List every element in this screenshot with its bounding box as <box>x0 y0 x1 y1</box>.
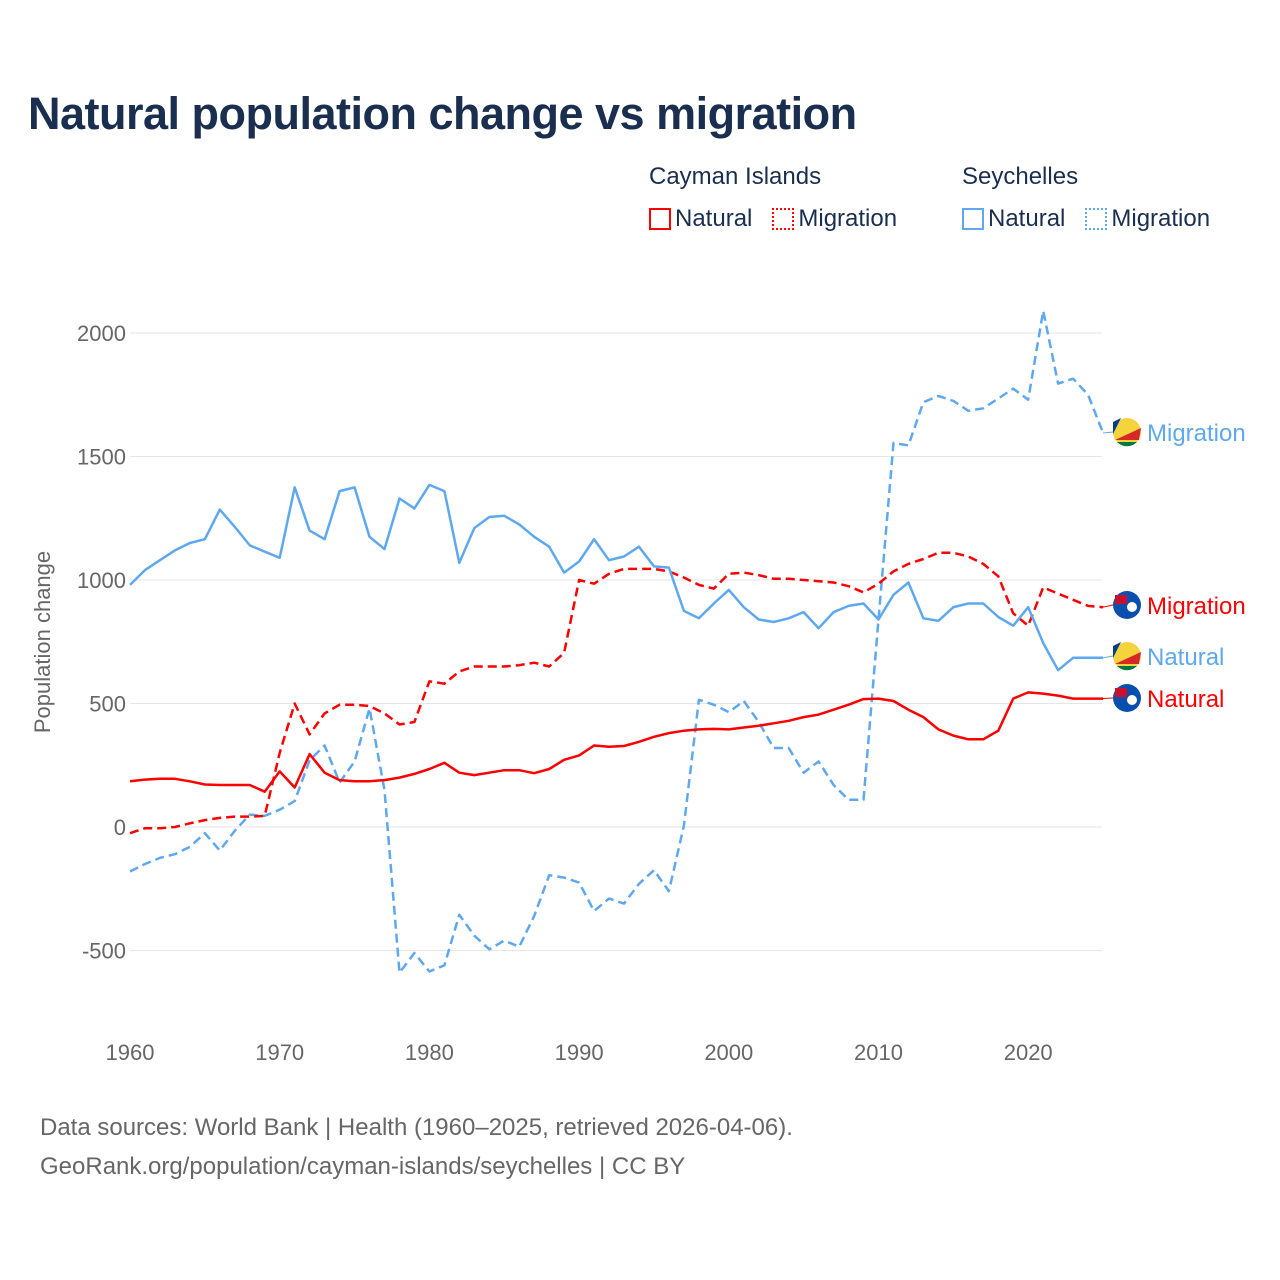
flag-blue-ray <box>1113 642 1121 658</box>
flag-green-ray <box>1117 666 1137 671</box>
legend-group-seychelles: Seychelles Natural Migration <box>962 163 1210 233</box>
legend-item-seychelles-migration[interactable]: Migration <box>1085 205 1210 233</box>
end-label: Migration <box>1147 593 1246 620</box>
y-tick-label: 0 <box>114 815 126 840</box>
series-line-seychelles-natural <box>129 483 1104 672</box>
series-line-cayman-islands-migration <box>129 551 1104 835</box>
chart-title: Natural population change vs migration <box>28 88 857 139</box>
x-tick-label: 2020 <box>1004 1040 1053 1065</box>
y-tick-label: 1500 <box>77 445 126 470</box>
footer: Data sources: World Bank | Health (1960–… <box>40 1108 793 1186</box>
x-tick-label: 1990 <box>555 1040 604 1065</box>
footer-sources: Data sources: World Bank | Health (1960–… <box>40 1114 793 1141</box>
solid-swatch-icon <box>649 208 671 230</box>
legend-item-seychelles-natural[interactable]: Natural <box>962 205 1065 233</box>
y-tick-label: 1000 <box>77 568 126 593</box>
x-tick-label: 1960 <box>106 1040 155 1065</box>
flag-red-ray <box>1115 652 1141 664</box>
y-tick-label: -500 <box>82 939 126 964</box>
solid-swatch-icon <box>962 208 984 230</box>
footer-link[interactable]: GeoRank.org/population/cayman-islands/se… <box>40 1153 686 1180</box>
x-tick-label: 2010 <box>854 1040 903 1065</box>
legend-group-label: Seychelles <box>962 163 1079 190</box>
x-tick-label: 2000 <box>704 1040 753 1065</box>
legend-group-cayman: Cayman Islands Natural Migration <box>649 163 897 233</box>
flag-blue-ray <box>1113 418 1121 434</box>
flag-canton <box>1115 595 1127 604</box>
label-connector <box>1103 697 1114 700</box>
end-label: Natural <box>1147 644 1224 671</box>
end-label: Migration <box>1147 420 1246 447</box>
flag-green-ray <box>1117 442 1137 447</box>
legend-item-cayman-natural[interactable]: Natural <box>649 205 752 233</box>
flag-shield <box>1127 695 1137 705</box>
legend-label: Natural <box>988 205 1066 232</box>
label-connector <box>1102 604 1114 608</box>
legend-group-label: Cayman Islands <box>649 163 822 190</box>
legend-label: Migration <box>1111 205 1211 232</box>
y-tick-label: 500 <box>89 692 126 717</box>
y-tick-label: 2000 <box>77 321 126 346</box>
series-line-seychelles-migration <box>129 309 1105 974</box>
legend-label: Natural <box>675 205 753 232</box>
y-axis-label: Population change <box>30 551 55 733</box>
dotted-swatch-icon <box>772 208 795 230</box>
flag-shield <box>1127 602 1137 612</box>
x-tick-label: 1970 <box>255 1040 304 1065</box>
legend-label: Migration <box>798 205 898 232</box>
flag-red-ray <box>1115 428 1141 440</box>
flag-canton <box>1115 688 1127 697</box>
x-tick-label: 1980 <box>405 1040 454 1065</box>
label-connector <box>1102 431 1114 434</box>
label-connector <box>1102 655 1114 659</box>
dotted-swatch-icon <box>1085 208 1108 230</box>
legend-item-cayman-migration[interactable]: Migration <box>772 205 897 233</box>
series-line-cayman-islands-natural <box>129 691 1104 793</box>
end-label: Natural <box>1147 686 1224 713</box>
